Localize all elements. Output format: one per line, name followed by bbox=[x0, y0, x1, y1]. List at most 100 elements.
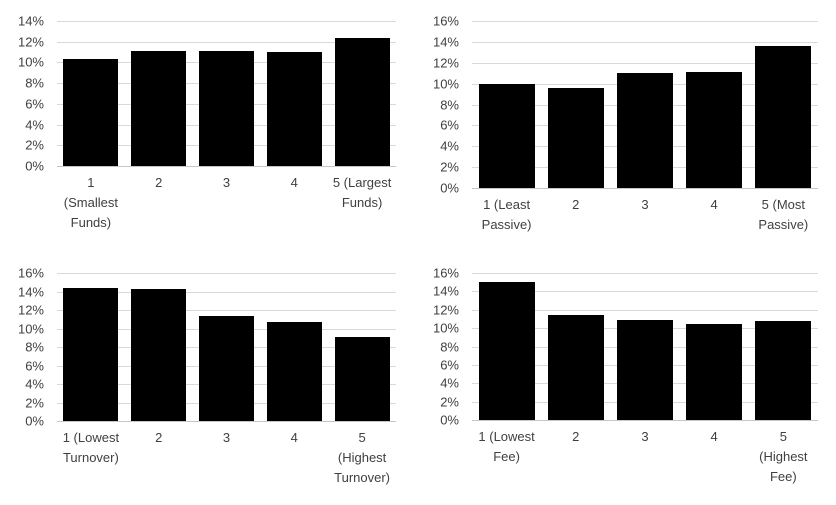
y-tick-label: 14% bbox=[17, 284, 44, 299]
y-tick-label: 0% bbox=[440, 180, 459, 196]
y-tick-label: 4% bbox=[25, 117, 44, 133]
y-tick-label: 4% bbox=[440, 375, 459, 391]
bar-cell bbox=[125, 21, 193, 166]
bar bbox=[755, 320, 812, 420]
y-axis-labels: 0% 2% 4% 6% 8% 10% 12% 14% 16% bbox=[409, 15, 459, 195]
y-tick-label: 0% bbox=[25, 413, 44, 429]
y-tick-label: 16% bbox=[432, 265, 459, 281]
plot-area: 0% 2% 4% 6% 8% 10% 12% 14% 16% 1 (Lowest Turnove… bbox=[18, 267, 396, 485]
y-tick-label: 4% bbox=[440, 138, 459, 154]
y-tick-label: 8% bbox=[25, 339, 44, 355]
bar bbox=[334, 336, 390, 421]
x-axis-labels: 1 (Least Passive) 2 3 4 5 (Most Passive) bbox=[472, 195, 818, 235]
x-category-label: 2 bbox=[155, 430, 163, 445]
bar bbox=[131, 288, 187, 421]
gridline bbox=[472, 273, 818, 274]
y-tick-label: 14% bbox=[432, 283, 459, 299]
gridline bbox=[472, 309, 818, 311]
y-tick-label: 14% bbox=[432, 34, 459, 50]
gridline bbox=[57, 310, 396, 311]
bar bbox=[131, 51, 187, 166]
bar-cell bbox=[57, 273, 125, 421]
bar-cell bbox=[749, 273, 818, 420]
bar-cell bbox=[610, 21, 679, 188]
bar-cell bbox=[57, 21, 125, 166]
plot-area: 0% 2% 4% 6% 8% 10% 12% 14% 16% 1 (Lowest Fee) 2 3 4… bbox=[433, 267, 818, 484]
bar-cell bbox=[328, 273, 396, 421]
bar-cell bbox=[193, 21, 261, 166]
bar-cell bbox=[472, 21, 541, 188]
gridline bbox=[57, 41, 396, 43]
bar bbox=[63, 59, 119, 166]
chart-top-left: 0% 2% 4% 6% 8% 10% 12% 14% 1 (Smallest Funds) 2 3… bbox=[0, 0, 418, 252]
y-tick-label: 0% bbox=[440, 412, 459, 428]
bar-series bbox=[57, 273, 396, 421]
bar bbox=[616, 73, 673, 188]
bar bbox=[616, 319, 673, 420]
y-tick-label: 10% bbox=[17, 321, 44, 336]
y-tick-label: 2% bbox=[25, 395, 44, 410]
bar-series bbox=[57, 21, 396, 166]
x-category-label: 1 (Lowest Turnover) bbox=[62, 430, 120, 465]
x-category-label: 1 (Smallest Funds) bbox=[63, 175, 118, 230]
chart-top-right: 0% 2% 4% 6% 8% 10% 12% 14% 16% 1 (Least Passive)… bbox=[418, 0, 836, 252]
y-tick-label: 2% bbox=[25, 137, 44, 153]
y-tick-label: 12% bbox=[17, 34, 44, 50]
y-tick-label: 10% bbox=[432, 320, 459, 336]
bar-cell bbox=[260, 273, 328, 421]
x-category-label: 5 (Largest Funds) bbox=[332, 175, 392, 210]
chart-bottom-left: 0% 2% 4% 6% 8% 10% 12% 14% 16% 1 (Lowest Turnove… bbox=[0, 252, 418, 505]
y-tick-label: 16% bbox=[432, 13, 459, 29]
x-category-label: 4 bbox=[290, 175, 298, 190]
x-axis-labels: 1 (Lowest Turnover) 2 3 4 5 (Highest Turnove… bbox=[57, 428, 396, 488]
bar bbox=[63, 287, 119, 421]
y-tick-label: 2% bbox=[440, 159, 459, 175]
bar bbox=[199, 51, 254, 166]
gridline bbox=[472, 41, 818, 43]
bar-cell bbox=[749, 21, 818, 188]
x-category-label: 1 (Lowest Fee) bbox=[478, 429, 535, 464]
y-tick-label: 10% bbox=[17, 54, 44, 70]
y-tick-label: 6% bbox=[440, 357, 459, 373]
bar bbox=[334, 37, 390, 166]
bar bbox=[199, 316, 254, 421]
x-category-label: 5 (Highest Fee) bbox=[759, 429, 808, 484]
bar bbox=[266, 52, 322, 166]
bar-series bbox=[472, 273, 818, 420]
gridline bbox=[57, 21, 396, 22]
bar-series bbox=[472, 21, 818, 188]
bar-cell bbox=[610, 273, 679, 420]
y-tick-label: 2% bbox=[440, 394, 459, 410]
bar bbox=[478, 83, 535, 188]
bar bbox=[755, 46, 812, 188]
bar-cell bbox=[328, 21, 396, 166]
bar bbox=[547, 315, 604, 420]
x-category-label: 4 bbox=[710, 429, 718, 444]
x-category-label: 4 bbox=[710, 197, 718, 212]
x-category-label: 5 (Highest Turnover) bbox=[334, 430, 391, 485]
chart-bottom-right: 0% 2% 4% 6% 8% 10% 12% 14% 16% 1 (Lowest Fee) 2 3 4… bbox=[418, 252, 836, 505]
y-tick-label: 6% bbox=[440, 117, 459, 133]
x-axis-labels: 1 (Lowest Fee) 2 3 4 5 (Highest Fee) bbox=[472, 427, 818, 487]
y-tick-label: 16% bbox=[17, 265, 44, 281]
bar-cell bbox=[680, 21, 749, 188]
bar bbox=[266, 322, 322, 421]
gridline bbox=[472, 291, 818, 293]
bar bbox=[478, 282, 535, 420]
x-category-label: 3 bbox=[222, 430, 231, 445]
x-category-label: 1 (Least Passive) bbox=[481, 197, 532, 232]
x-category-label: 4 bbox=[290, 430, 298, 445]
y-tick-label: 6% bbox=[25, 358, 44, 373]
gridline bbox=[472, 62, 818, 64]
bar-cell bbox=[125, 273, 193, 421]
y-tick-label: 8% bbox=[440, 339, 459, 354]
bar-cell bbox=[541, 21, 610, 188]
y-tick-label: 6% bbox=[25, 96, 44, 112]
y-tick-label: 10% bbox=[432, 76, 459, 92]
y-tick-label: 12% bbox=[432, 302, 459, 318]
x-category-label: 2 bbox=[572, 429, 580, 444]
bar-cell bbox=[680, 273, 749, 420]
y-tick-label: 8% bbox=[440, 97, 459, 112]
x-category-label: 2 bbox=[572, 197, 580, 212]
